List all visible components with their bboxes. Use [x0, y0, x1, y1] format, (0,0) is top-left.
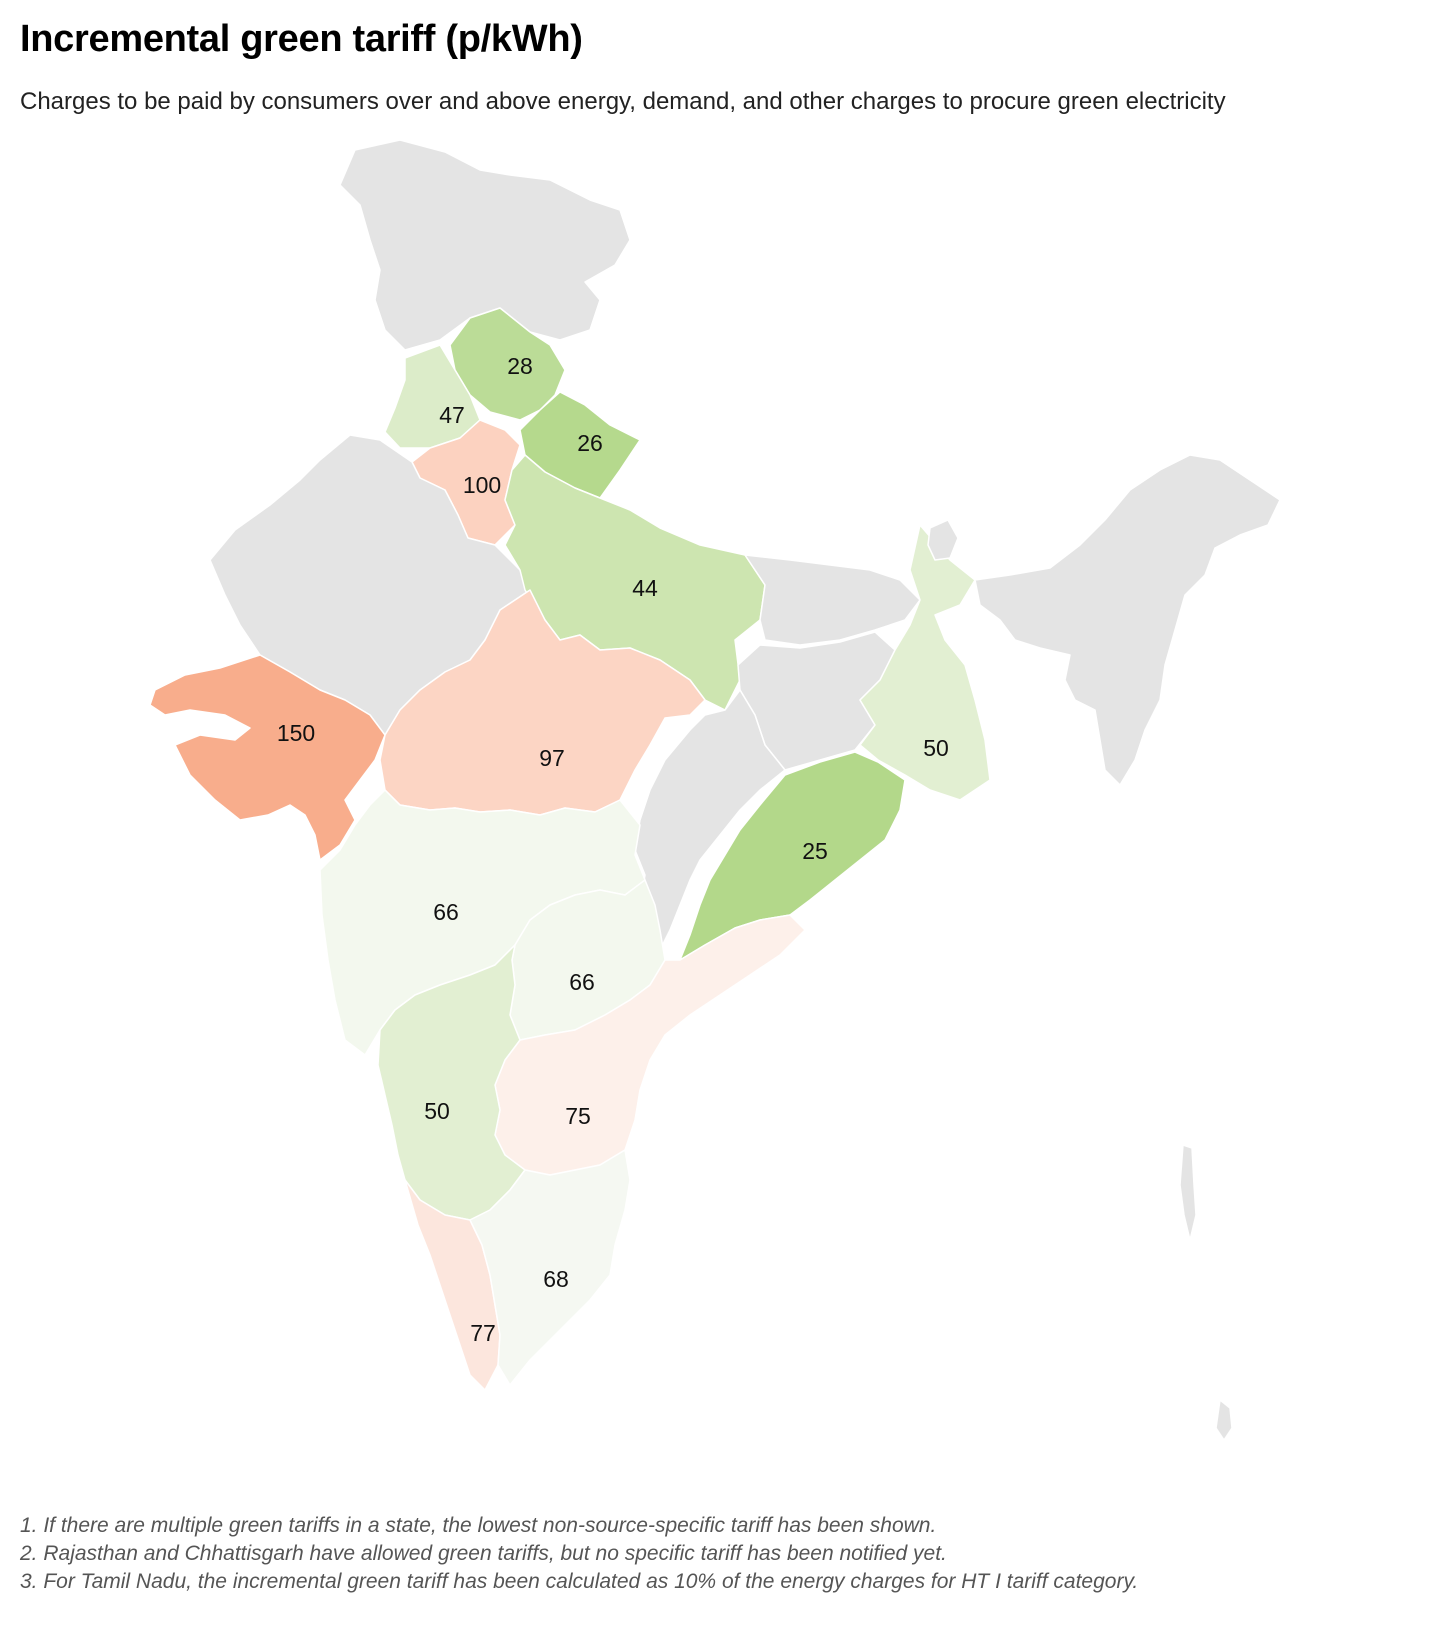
region-sikkim [927, 519, 959, 561]
label-west-bengal: 50 [923, 735, 949, 761]
footnote-3: 3. For Tamil Nadu, the incremental green… [20, 1570, 1139, 1593]
chart-subtitle: Charges to be paid by consumers over and… [20, 88, 1226, 115]
label-telangana: 66 [569, 969, 595, 995]
region-nicobar-islands [1215, 1399, 1233, 1441]
region-andaman-islands [1179, 1144, 1197, 1241]
region-chhattisgarh [634, 689, 786, 951]
label-madhya-pradesh: 97 [539, 745, 565, 771]
label-maharashtra: 66 [433, 899, 459, 925]
chart-title: Incremental green tariff (p/kWh) [20, 18, 583, 60]
label-odisha: 25 [802, 838, 828, 864]
region-gujarat [149, 654, 386, 861]
label-uttarakhand: 26 [577, 430, 603, 456]
region-north-east [974, 454, 1281, 786]
label-himachal-pradesh: 28 [507, 353, 533, 379]
label-karnataka: 50 [424, 1098, 450, 1124]
label-andhra-pradesh: 75 [565, 1103, 591, 1129]
label-uttar-pradesh: 44 [632, 575, 658, 601]
state-value-labels: 28 47 26 100 44 150 97 50 25 66 66 50 75… [277, 353, 949, 1346]
region-bihar [744, 554, 921, 646]
region-tamil-nadu [469, 1149, 631, 1386]
label-punjab: 47 [439, 402, 465, 428]
region-west-bengal [859, 524, 991, 801]
footnotes: 1. If there are multiple green tariffs i… [20, 1512, 1138, 1596]
region-uttarakhand [519, 391, 641, 499]
footnote-2: 2. Rajasthan and Chhattisgarh have allow… [20, 1542, 947, 1565]
region-uttar-pradesh [504, 454, 766, 711]
label-kerala: 77 [470, 1320, 496, 1346]
label-gujarat: 150 [277, 720, 315, 746]
region-jammu-kashmir [339, 140, 631, 351]
label-tamil-nadu: 68 [543, 1266, 569, 1292]
region-karnataka [377, 944, 526, 1221]
footnote-1: 1. If there are multiple green tariffs i… [20, 1514, 937, 1537]
india-map: 28 47 26 100 44 150 97 50 25 66 66 50 75… [149, 140, 1281, 1441]
label-haryana: 100 [463, 472, 501, 498]
